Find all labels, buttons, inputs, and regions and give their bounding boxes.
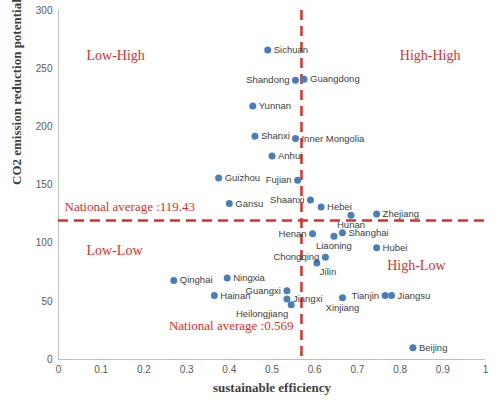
svg-text:Shanghai: Shanghai xyxy=(348,226,389,238)
svg-text:Guizhou: Guizhou xyxy=(225,172,260,183)
svg-text:Shandong: Shandong xyxy=(246,74,289,85)
svg-text:sustainable efficiency: sustainable efficiency xyxy=(213,380,332,395)
svg-text:300: 300 xyxy=(36,5,53,16)
svg-text:0.9: 0.9 xyxy=(436,364,450,375)
svg-text:Zhejiang: Zhejiang xyxy=(383,208,419,219)
svg-text:150: 150 xyxy=(36,179,53,190)
svg-text:Shanxi: Shanxi xyxy=(261,130,290,141)
svg-text:Guangxi: Guangxi xyxy=(246,285,281,296)
svg-text:50: 50 xyxy=(41,296,53,307)
svg-text:National average :119.43: National average :119.43 xyxy=(65,199,196,214)
svg-text:Low-High: Low-High xyxy=(87,48,145,63)
svg-text:CO2 emission reduction potenti: CO2 emission reduction potential xyxy=(9,0,24,185)
svg-text:Fujian: Fujian xyxy=(266,174,292,185)
svg-text:National average :0.569: National average :0.569 xyxy=(169,318,294,333)
svg-text:100: 100 xyxy=(36,237,53,248)
svg-text:Henan: Henan xyxy=(279,228,307,239)
svg-text:High-Low: High-Low xyxy=(387,258,446,273)
svg-text:0.7: 0.7 xyxy=(350,364,364,375)
svg-text:Shaanxi: Shaanxi xyxy=(270,194,304,205)
svg-text:Jiangxi: Jiangxi xyxy=(293,293,323,304)
svg-text:Sichuan: Sichuan xyxy=(274,44,308,55)
svg-text:Anhui: Anhui xyxy=(278,150,302,161)
svg-text:Low-Low: Low-Low xyxy=(87,243,144,258)
svg-text:Yunnan: Yunnan xyxy=(259,100,291,111)
svg-text:Jilin: Jilin xyxy=(320,266,336,277)
svg-text:Hainan: Hainan xyxy=(220,289,251,301)
svg-text:1: 1 xyxy=(483,364,489,375)
svg-text:Qinghai: Qinghai xyxy=(180,274,213,285)
svg-text:Ningxia: Ningxia xyxy=(233,272,265,283)
svg-text:0.1: 0.1 xyxy=(94,364,108,375)
svg-text:Jiangsu: Jiangsu xyxy=(398,290,431,301)
svg-text:Hunan: Hunan xyxy=(337,219,365,230)
svg-text:Guangdong: Guangdong xyxy=(310,73,360,84)
svg-text:Chongqing: Chongqing xyxy=(273,251,319,262)
svg-text:Inner Mongolia: Inner Mongolia xyxy=(301,133,365,144)
svg-text:200: 200 xyxy=(36,121,53,132)
svg-text:0.4: 0.4 xyxy=(222,364,236,375)
svg-text:Hebei: Hebei xyxy=(327,201,352,212)
svg-text:0: 0 xyxy=(56,364,62,375)
svg-text:Liaoning: Liaoning xyxy=(316,240,352,251)
svg-text:High-High: High-High xyxy=(400,48,461,63)
svg-text:0.2: 0.2 xyxy=(137,364,151,375)
svg-text:Beijing: Beijing xyxy=(419,342,448,353)
svg-text:250: 250 xyxy=(36,63,53,74)
svg-text:0.5: 0.5 xyxy=(265,364,279,375)
svg-text:Hubei: Hubei xyxy=(383,242,408,253)
svg-text:Xinjiang: Xinjiang xyxy=(326,302,360,313)
svg-text:0: 0 xyxy=(47,354,53,365)
svg-text:0.6: 0.6 xyxy=(308,364,322,375)
svg-text:Gansu: Gansu xyxy=(235,198,263,209)
svg-text:0.3: 0.3 xyxy=(180,364,194,375)
svg-text:0.8: 0.8 xyxy=(393,364,407,375)
svg-text:Heilongjiang: Heilongjiang xyxy=(235,307,289,319)
svg-text:Tianjin: Tianjin xyxy=(352,290,380,301)
